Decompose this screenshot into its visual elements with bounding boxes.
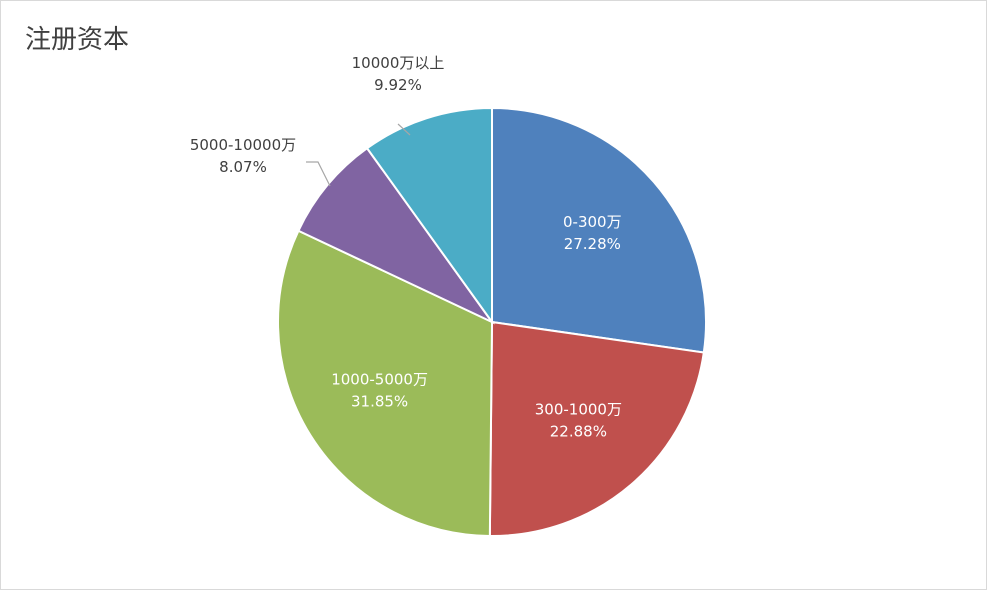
pie-slice-1	[491, 106, 707, 354]
leader-line-5	[397, 123, 411, 136]
slice-percent-3: 31.85%	[351, 392, 408, 410]
pie-slice-5	[365, 106, 493, 326]
slice-label-1: 0-300万	[563, 213, 622, 231]
slice-percent-2: 22.88%	[550, 423, 607, 441]
slice-label-2: 300-1000万	[535, 401, 622, 419]
pie-slice-3	[277, 229, 494, 538]
pie-slice-4	[297, 146, 496, 325]
leader-line-4	[306, 161, 331, 187]
slice-percent-4: 8.07%	[219, 158, 267, 176]
slice-label-3: 1000-5000万	[331, 370, 428, 388]
slice-percent-1: 27.28%	[564, 235, 621, 253]
slice-label-5: 10000万以上	[352, 54, 445, 72]
slice-label-4: 5000-10000万	[190, 136, 296, 154]
chart-title: 注册资本	[25, 25, 130, 55]
pie-slice-2	[488, 320, 705, 537]
slice-percent-5: 9.92%	[374, 76, 422, 94]
